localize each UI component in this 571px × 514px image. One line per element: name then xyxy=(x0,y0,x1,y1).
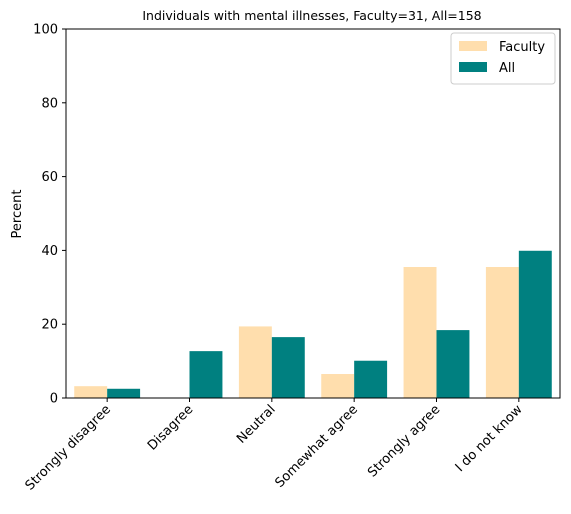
bar-all-3 xyxy=(354,360,388,398)
bar-all-4 xyxy=(436,330,470,398)
y-axis-label: Percent xyxy=(10,190,25,239)
bar-faculty-4 xyxy=(403,267,437,398)
legend: Faculty All xyxy=(450,32,556,85)
x-tick-label: Somewhat agree xyxy=(272,402,361,491)
y-tick-label: 60 xyxy=(41,170,58,185)
bar-all-5 xyxy=(518,250,552,398)
y-tick-label: 80 xyxy=(41,96,58,111)
bar-faculty-0 xyxy=(74,386,108,398)
bar-faculty-2 xyxy=(238,326,272,398)
y-tick-label: 0 xyxy=(50,392,58,407)
bar-faculty-3 xyxy=(321,374,355,398)
x-tick-label: Strongly disagree xyxy=(23,402,114,493)
y-tick-label: 20 xyxy=(41,318,58,333)
bar-faculty-5 xyxy=(485,267,519,398)
x-tick-label: Strongly agree xyxy=(365,402,443,480)
bar-all-1 xyxy=(189,351,223,398)
legend-swatch-all xyxy=(459,62,487,72)
legend-label-all: All xyxy=(499,61,515,76)
x-tick-label: Disagree xyxy=(145,402,196,453)
axes-frame xyxy=(65,28,561,399)
y-tick-label: 100 xyxy=(33,23,58,38)
y-tick-label: 40 xyxy=(41,244,58,259)
bar-all-2 xyxy=(271,337,305,398)
plot-area: 0 20 40 60 80 100 Strongly disagree Disagree Neu… xyxy=(23,23,561,494)
x-tick-label: I do not know xyxy=(453,402,526,475)
legend-label-faculty: Faculty xyxy=(499,40,545,55)
bar-all-0 xyxy=(107,388,141,398)
legend-swatch-faculty xyxy=(459,41,487,51)
x-tick-label: Neutral xyxy=(234,402,279,447)
chart-title: Individuals with mental illnesses, Facul… xyxy=(142,8,481,23)
